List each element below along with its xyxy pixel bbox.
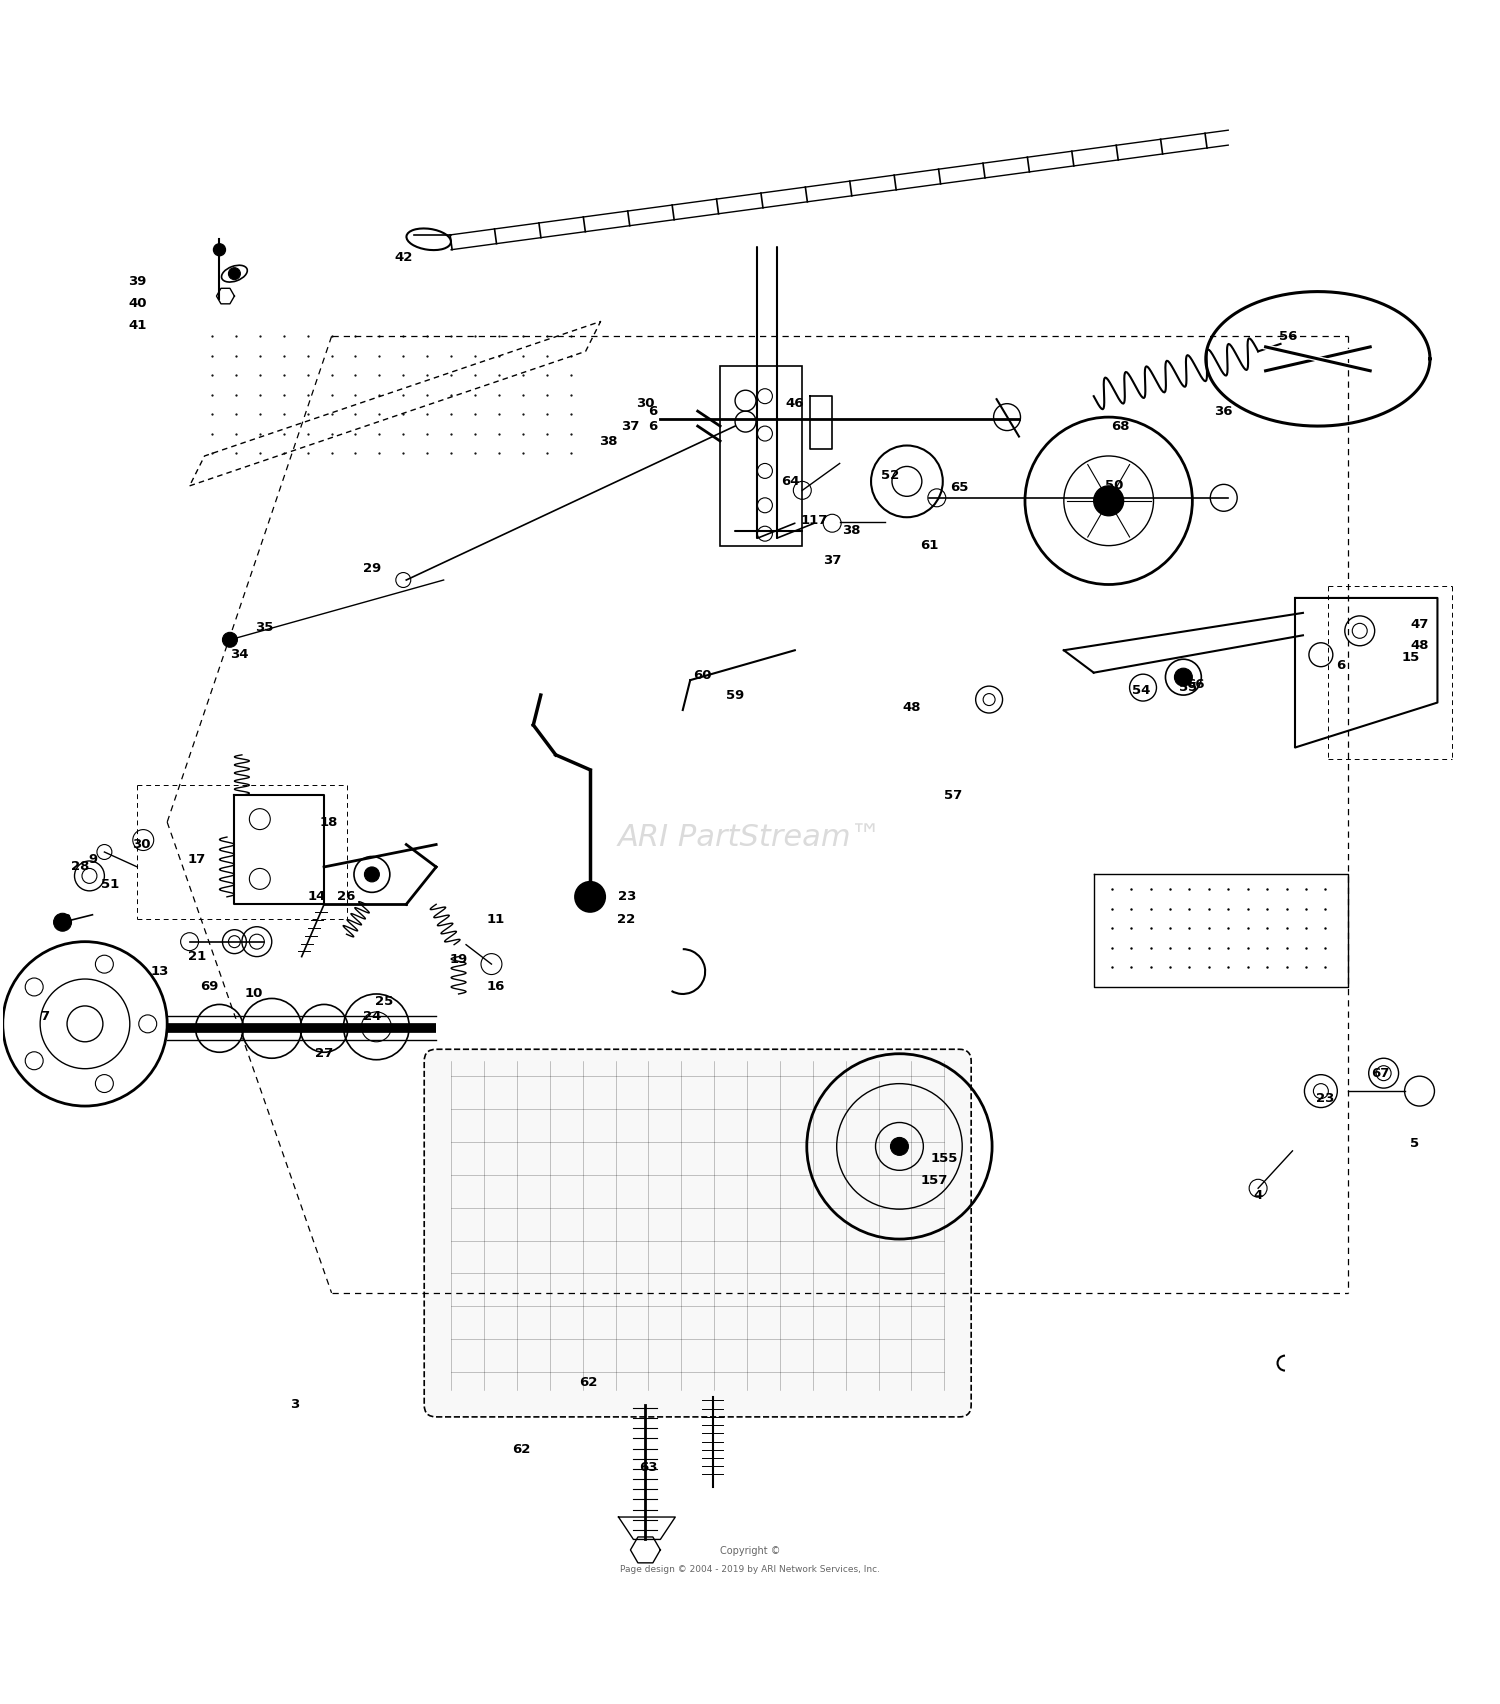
Text: 52: 52 <box>882 469 900 482</box>
FancyBboxPatch shape <box>424 1050 970 1418</box>
Text: 30: 30 <box>132 838 152 850</box>
Text: 11: 11 <box>488 913 506 925</box>
Circle shape <box>213 244 225 256</box>
Text: 22: 22 <box>616 913 634 925</box>
Text: 15: 15 <box>1401 651 1419 665</box>
Text: 37: 37 <box>824 554 842 567</box>
Text: 60: 60 <box>693 670 711 682</box>
Text: 46: 46 <box>786 397 804 411</box>
Text: 28: 28 <box>72 861 90 874</box>
Text: 38: 38 <box>598 435 618 448</box>
Circle shape <box>364 867 380 883</box>
Text: 25: 25 <box>375 995 393 1009</box>
Text: 4: 4 <box>1254 1189 1263 1203</box>
Text: 8: 8 <box>62 913 70 925</box>
Circle shape <box>1174 668 1192 687</box>
Text: 36: 36 <box>1215 404 1233 417</box>
Text: Copyright ©: Copyright © <box>720 1547 780 1556</box>
Text: 17: 17 <box>188 854 206 866</box>
Text: 40: 40 <box>128 296 147 310</box>
Bar <box>720 366 803 545</box>
Text: 155: 155 <box>930 1152 958 1166</box>
Text: 35: 35 <box>255 622 273 634</box>
Text: 66: 66 <box>1186 678 1204 692</box>
Text: 27: 27 <box>315 1048 333 1060</box>
Text: 62: 62 <box>579 1377 598 1389</box>
Text: 3: 3 <box>290 1399 298 1411</box>
Circle shape <box>228 268 240 279</box>
Text: 9: 9 <box>88 854 98 866</box>
Text: 50: 50 <box>1106 479 1124 492</box>
Text: 13: 13 <box>150 964 170 978</box>
Text: 63: 63 <box>639 1462 657 1474</box>
Circle shape <box>1094 486 1124 516</box>
Text: 56: 56 <box>1280 331 1298 343</box>
Text: 23: 23 <box>1316 1092 1335 1106</box>
Text: 18: 18 <box>320 816 338 828</box>
Text: 10: 10 <box>244 988 262 1000</box>
Text: 19: 19 <box>450 953 468 966</box>
Text: 47: 47 <box>1410 619 1428 632</box>
Text: 59: 59 <box>726 688 744 702</box>
Text: 6: 6 <box>648 404 657 417</box>
Text: 57: 57 <box>944 789 963 801</box>
Text: 65: 65 <box>950 481 969 494</box>
Text: 14: 14 <box>308 889 326 903</box>
Text: 117: 117 <box>801 513 828 527</box>
Circle shape <box>222 632 237 648</box>
Text: 24: 24 <box>363 1010 381 1022</box>
Text: ARI PartStream™: ARI PartStream™ <box>618 823 882 852</box>
Circle shape <box>574 883 604 912</box>
Text: 64: 64 <box>782 475 800 487</box>
Circle shape <box>54 913 72 930</box>
Text: 42: 42 <box>394 250 412 264</box>
Text: 5: 5 <box>1410 1137 1419 1150</box>
Text: 67: 67 <box>1371 1067 1390 1080</box>
Text: 61: 61 <box>920 538 939 552</box>
Text: 29: 29 <box>363 562 381 574</box>
Text: 16: 16 <box>488 980 506 993</box>
Text: 34: 34 <box>230 648 248 661</box>
Text: 6: 6 <box>648 419 657 433</box>
Text: 26: 26 <box>338 889 356 903</box>
Text: 54: 54 <box>1132 683 1150 697</box>
Text: 69: 69 <box>200 980 217 993</box>
Text: 55: 55 <box>1179 682 1197 694</box>
Text: 21: 21 <box>188 951 206 963</box>
Text: 68: 68 <box>1112 419 1130 433</box>
Text: 39: 39 <box>128 274 147 288</box>
Circle shape <box>891 1138 909 1155</box>
Text: 62: 62 <box>512 1443 531 1457</box>
Text: 41: 41 <box>128 319 147 332</box>
Text: 37: 37 <box>621 419 639 433</box>
Text: 6: 6 <box>1335 659 1346 671</box>
Text: 48: 48 <box>1410 639 1430 653</box>
Text: 38: 38 <box>843 525 861 537</box>
Text: 23: 23 <box>618 889 636 903</box>
Text: 157: 157 <box>920 1174 948 1188</box>
Text: 30: 30 <box>636 397 654 411</box>
Text: 48: 48 <box>902 700 921 714</box>
Text: 7: 7 <box>40 1010 50 1022</box>
Text: 51: 51 <box>102 878 120 891</box>
Text: Page design © 2004 - 2019 by ARI Network Services, Inc.: Page design © 2004 - 2019 by ARI Network… <box>620 1564 880 1574</box>
